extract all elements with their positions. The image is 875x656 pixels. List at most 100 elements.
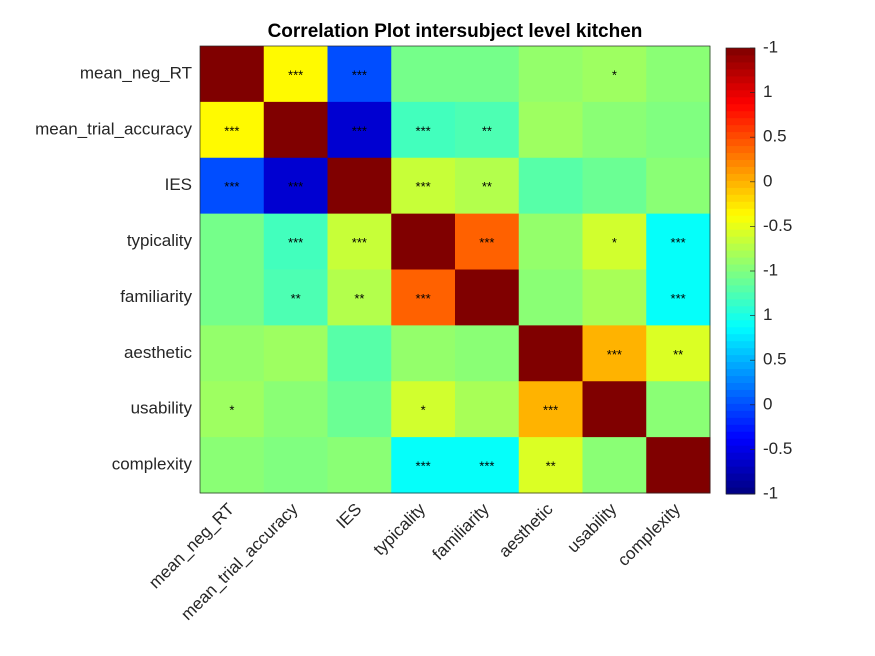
cell — [200, 437, 265, 494]
cell — [391, 101, 456, 159]
colorbar-tick-label: 0 — [763, 394, 772, 413]
colorbar-segment — [726, 96, 755, 105]
colorbar-tick-label: -0.5 — [763, 216, 792, 235]
colorbar-segment — [726, 354, 755, 363]
colorbar-tick-label: -0.5 — [763, 439, 792, 458]
cell — [391, 381, 456, 438]
cell — [646, 213, 711, 270]
cell — [518, 437, 583, 494]
colorbar-segment — [726, 187, 755, 195]
cell — [200, 269, 265, 326]
significance-label: *** — [479, 235, 494, 250]
colorbar-segment — [726, 54, 755, 63]
cell — [200, 381, 265, 438]
cell — [327, 381, 392, 438]
colorbar-tick-label: 0.5 — [763, 350, 787, 369]
colorbar-segment — [726, 305, 755, 314]
colorbar-segment — [726, 284, 755, 293]
colorbar-segment — [726, 243, 755, 251]
cell — [200, 213, 265, 270]
cell — [200, 325, 265, 382]
colorbar-segment — [726, 89, 755, 98]
cell — [263, 269, 328, 326]
colorbar-segment — [726, 201, 755, 209]
cell — [582, 101, 647, 159]
significance-label: *** — [479, 459, 494, 474]
cell — [455, 381, 520, 438]
y-tick-label: aesthetic — [124, 343, 193, 362]
cell — [646, 325, 711, 382]
x-tick-label: mean_trial_accuracy — [177, 499, 302, 624]
plot-frame — [199, 45, 711, 494]
cell — [582, 269, 647, 326]
significance-label: ** — [291, 291, 301, 306]
significance-label: *** — [352, 235, 367, 250]
chart-title: Correlation Plot intersubject level kitc… — [268, 21, 643, 42]
colorbar-segment — [726, 250, 755, 258]
cell — [646, 381, 711, 438]
colorbar-segment — [726, 68, 755, 77]
significance-label: *** — [671, 235, 686, 250]
x-tick-label: familiarity — [429, 499, 494, 564]
colorbar-segment — [726, 257, 755, 265]
colorbar-segment — [726, 124, 755, 133]
colorbar-segment — [726, 445, 755, 453]
colorbar-segment — [726, 131, 755, 140]
y-tick-label: familiarity — [120, 287, 192, 306]
cell — [646, 157, 711, 215]
colorbar-segment — [726, 166, 755, 174]
colorbar-segment — [726, 215, 755, 223]
colorbar-segment — [726, 236, 755, 244]
cell — [200, 46, 265, 103]
colorbar-segment — [726, 298, 755, 307]
colorbar-segment — [726, 410, 755, 418]
significance-label: *** — [543, 403, 558, 418]
cell — [518, 101, 583, 159]
cell — [455, 157, 520, 215]
colorbar-segment — [726, 417, 755, 425]
significance-label: *** — [607, 347, 622, 362]
colorbar-segment — [726, 159, 755, 167]
colorbar-segment — [726, 48, 755, 56]
y-tick-label: typicality — [127, 231, 193, 250]
significance-label: ** — [354, 291, 364, 306]
colorbar-segment — [726, 361, 755, 370]
significance-label: * — [612, 67, 617, 82]
colorbar-segment — [726, 382, 755, 390]
cell — [646, 269, 711, 326]
cell — [327, 213, 392, 270]
cell — [518, 157, 583, 215]
cell — [263, 101, 328, 159]
significance-label: *** — [288, 67, 303, 82]
colorbar-segment — [726, 333, 755, 342]
colorbar-segment — [726, 152, 755, 160]
cell — [582, 157, 647, 215]
colorbar-segment — [726, 438, 755, 446]
colorbar-segment — [726, 75, 755, 84]
colorbar-segment — [726, 264, 755, 272]
significance-label: *** — [224, 179, 239, 194]
significance-label: *** — [352, 67, 367, 82]
colorbar-segment — [726, 61, 755, 70]
colorbar-segment — [726, 271, 755, 279]
significance-label: *** — [416, 459, 431, 474]
cell — [263, 157, 328, 215]
cell — [518, 269, 583, 326]
colorbar-segment — [726, 459, 755, 467]
cell — [518, 325, 583, 382]
colorbar-segment — [726, 480, 755, 488]
colorbar-segment — [726, 208, 755, 216]
cell — [455, 101, 520, 159]
colorbar-segment — [726, 396, 755, 404]
colorbar-tick-label: 0.5 — [763, 127, 787, 146]
colorbar-segment — [726, 173, 755, 181]
significance-label: * — [229, 403, 234, 418]
colorbar-segment — [726, 222, 755, 230]
cell — [646, 437, 711, 494]
colorbar-tick-label: 1 — [763, 305, 772, 324]
colorbar-tick-label: 0 — [763, 171, 772, 190]
x-tick-label: usability — [564, 499, 621, 556]
cell — [582, 213, 647, 270]
y-tick-label: usability — [131, 399, 193, 418]
